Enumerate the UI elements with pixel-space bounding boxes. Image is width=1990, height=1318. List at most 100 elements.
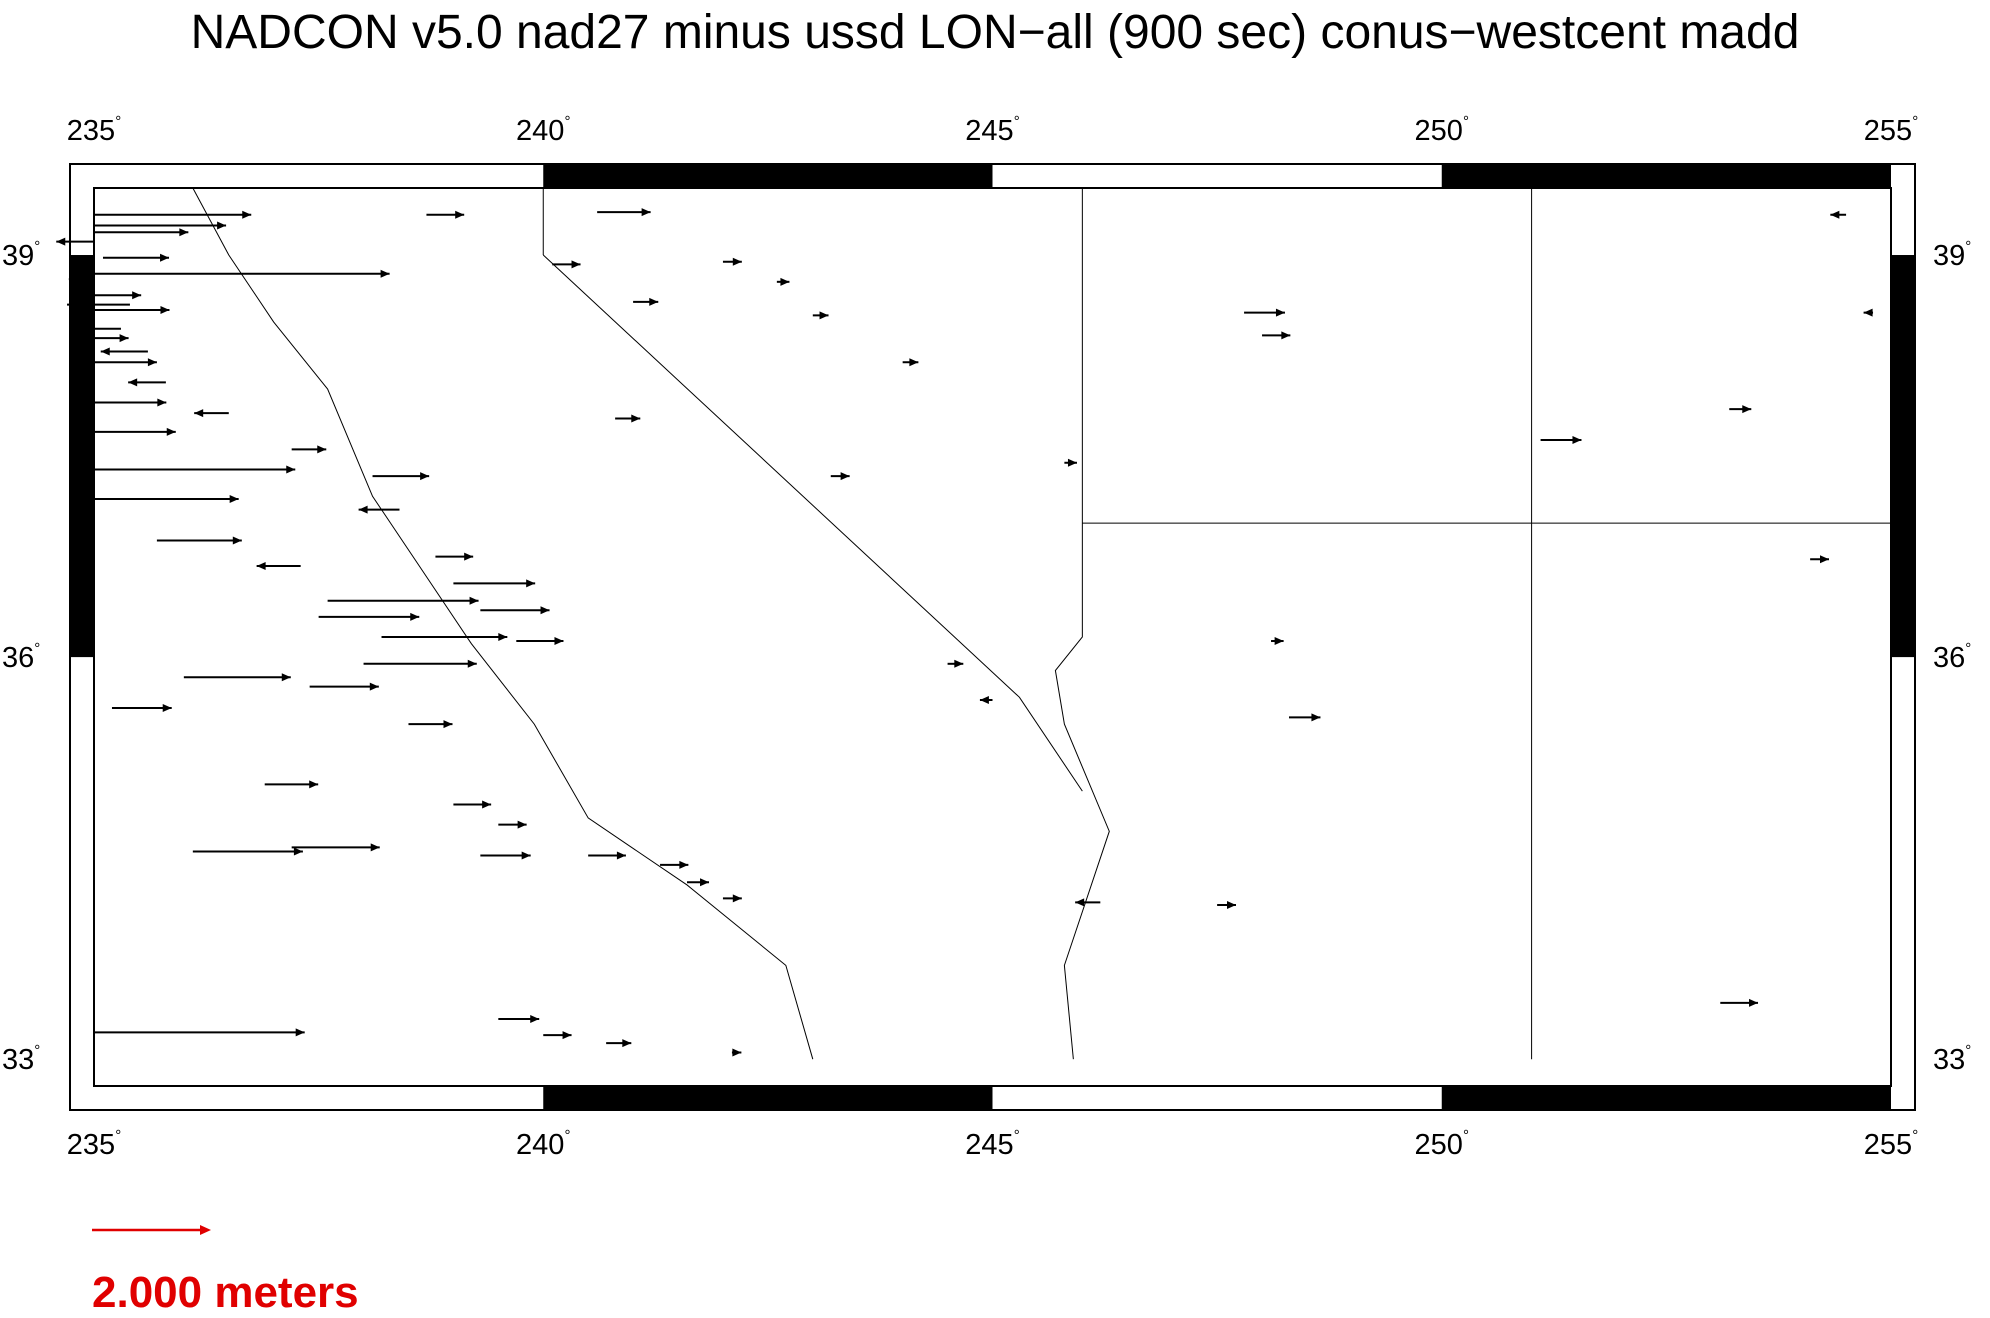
degree-mark: ° bbox=[1965, 640, 1971, 657]
degree-mark: ° bbox=[1965, 238, 1971, 255]
degree-mark: ° bbox=[115, 1127, 121, 1144]
vector-arrowhead bbox=[76, 324, 86, 333]
vector-arrowhead bbox=[482, 800, 492, 809]
vector-arrowhead bbox=[554, 637, 564, 646]
vector-arrowhead bbox=[147, 358, 157, 367]
degree-mark: ° bbox=[1014, 113, 1020, 130]
map-title: NADCON v5.0 nad27 minus ussd LON−all (90… bbox=[190, 6, 1800, 59]
vector-arrowhead bbox=[309, 780, 319, 789]
vector-arrowhead bbox=[68, 275, 78, 284]
degree-mark: ° bbox=[1014, 1127, 1020, 1144]
vector-arrowhead bbox=[631, 414, 641, 423]
vector-arrowhead bbox=[1274, 637, 1284, 646]
boundary-line bbox=[542, 254, 1083, 792]
vector-arrowhead bbox=[217, 221, 227, 230]
degree-mark: ° bbox=[1912, 1127, 1918, 1144]
vector-arrowhead bbox=[455, 210, 465, 219]
vector-arrowhead bbox=[100, 347, 110, 356]
boundary-lines bbox=[192, 187, 1891, 1060]
vector-arrowhead bbox=[162, 704, 172, 713]
x-tick-label: 245° bbox=[965, 113, 1019, 147]
vector-arrowhead bbox=[286, 465, 296, 474]
vector-arrowhead bbox=[370, 843, 380, 852]
vector-arrowhead bbox=[281, 673, 291, 682]
vector-arrowhead bbox=[1281, 331, 1291, 340]
map-frame bbox=[69, 163, 1916, 1111]
x-tick-label: 235° bbox=[67, 113, 121, 147]
legend-vector bbox=[92, 1225, 211, 1235]
vector-arrowhead bbox=[780, 277, 790, 286]
boundary-line bbox=[1054, 188, 1110, 1060]
vector-arrowhead bbox=[526, 579, 536, 588]
vector-arrowhead bbox=[641, 208, 651, 217]
vector-arrowhead bbox=[819, 311, 829, 320]
degree-mark: ° bbox=[34, 640, 40, 657]
vector-arrowhead bbox=[622, 1039, 632, 1048]
x-tick-label: 240° bbox=[516, 113, 570, 147]
vector-arrowhead bbox=[56, 237, 66, 246]
boundary-line bbox=[192, 187, 814, 1060]
vector-arrowhead bbox=[979, 695, 989, 704]
y-tick-label-left: 33° bbox=[2, 1042, 40, 1076]
vector-arrowhead bbox=[119, 334, 129, 343]
vector-arrowhead bbox=[469, 596, 479, 605]
y-tick-label-right: 36° bbox=[1933, 640, 1971, 674]
vector-arrowhead bbox=[1075, 898, 1085, 907]
vector-arrowhead bbox=[517, 820, 527, 829]
y-tick-label-left: 39° bbox=[2, 238, 40, 272]
x-tick-label: 255° bbox=[1864, 113, 1918, 147]
vector-arrowhead bbox=[649, 297, 659, 306]
vector-arrowhead bbox=[369, 682, 379, 691]
vector-arrowhead bbox=[295, 1028, 305, 1037]
degree-mark: ° bbox=[1912, 113, 1918, 130]
vector-arrowhead bbox=[540, 606, 550, 615]
x-tick-label: 245° bbox=[965, 1127, 1019, 1161]
vector-arrowhead bbox=[1830, 210, 1840, 219]
vector-arrowhead bbox=[571, 260, 581, 269]
vector-arrowhead bbox=[1820, 555, 1830, 564]
frame-bar-left bbox=[70, 255, 94, 658]
y-tick-label-right: 33° bbox=[1933, 1042, 1971, 1076]
vector-arrowhead bbox=[732, 257, 742, 266]
vector-arrowhead bbox=[464, 552, 474, 561]
x-tick-label: 250° bbox=[1415, 1127, 1469, 1161]
degree-mark: ° bbox=[34, 1042, 40, 1059]
frame-bar-bottom bbox=[543, 1086, 993, 1110]
vector-arrowhead bbox=[1863, 308, 1873, 317]
vector-arrowhead bbox=[840, 472, 850, 481]
frame-bar-bottom bbox=[1441, 1086, 1891, 1110]
x-tick-label: 235° bbox=[67, 1127, 121, 1161]
vector-arrowhead bbox=[732, 894, 742, 903]
vector-arrowhead bbox=[909, 358, 919, 367]
vector-arrowhead bbox=[194, 409, 204, 418]
vector-arrowhead bbox=[293, 847, 303, 856]
vector-arrowhead bbox=[679, 860, 689, 869]
vector-arrowhead bbox=[380, 269, 390, 278]
frame-bar-top bbox=[1441, 164, 1891, 188]
degree-mark: ° bbox=[564, 113, 570, 130]
vector-arrowhead bbox=[562, 1031, 572, 1040]
vector-arrowhead bbox=[1226, 901, 1236, 910]
vector-arrowhead bbox=[179, 228, 189, 237]
vector-arrowhead bbox=[242, 210, 252, 219]
vector-arrowhead bbox=[1067, 458, 1077, 467]
degree-mark: ° bbox=[34, 238, 40, 255]
vector-arrowhead bbox=[256, 561, 266, 570]
vector-arrowhead bbox=[157, 398, 167, 407]
vector-arrowhead bbox=[410, 612, 420, 621]
vector-arrowhead bbox=[160, 305, 170, 314]
frame-bar-top bbox=[543, 164, 993, 188]
frame-inner-border bbox=[93, 187, 1892, 1087]
degree-mark: ° bbox=[1463, 113, 1469, 130]
vector-arrowhead bbox=[467, 659, 477, 668]
vector-arrowhead bbox=[443, 720, 453, 729]
vector-arrowhead bbox=[616, 851, 626, 860]
vector-arrowhead bbox=[1275, 308, 1285, 317]
vector-arrowhead bbox=[128, 378, 138, 387]
degree-mark: ° bbox=[1965, 1042, 1971, 1059]
vector-arrowhead bbox=[954, 659, 964, 668]
vector-arrowhead bbox=[1742, 405, 1752, 414]
vector-arrowhead bbox=[1572, 435, 1582, 444]
y-tick-label-left: 36° bbox=[2, 640, 40, 674]
vector-arrowhead bbox=[317, 445, 327, 454]
